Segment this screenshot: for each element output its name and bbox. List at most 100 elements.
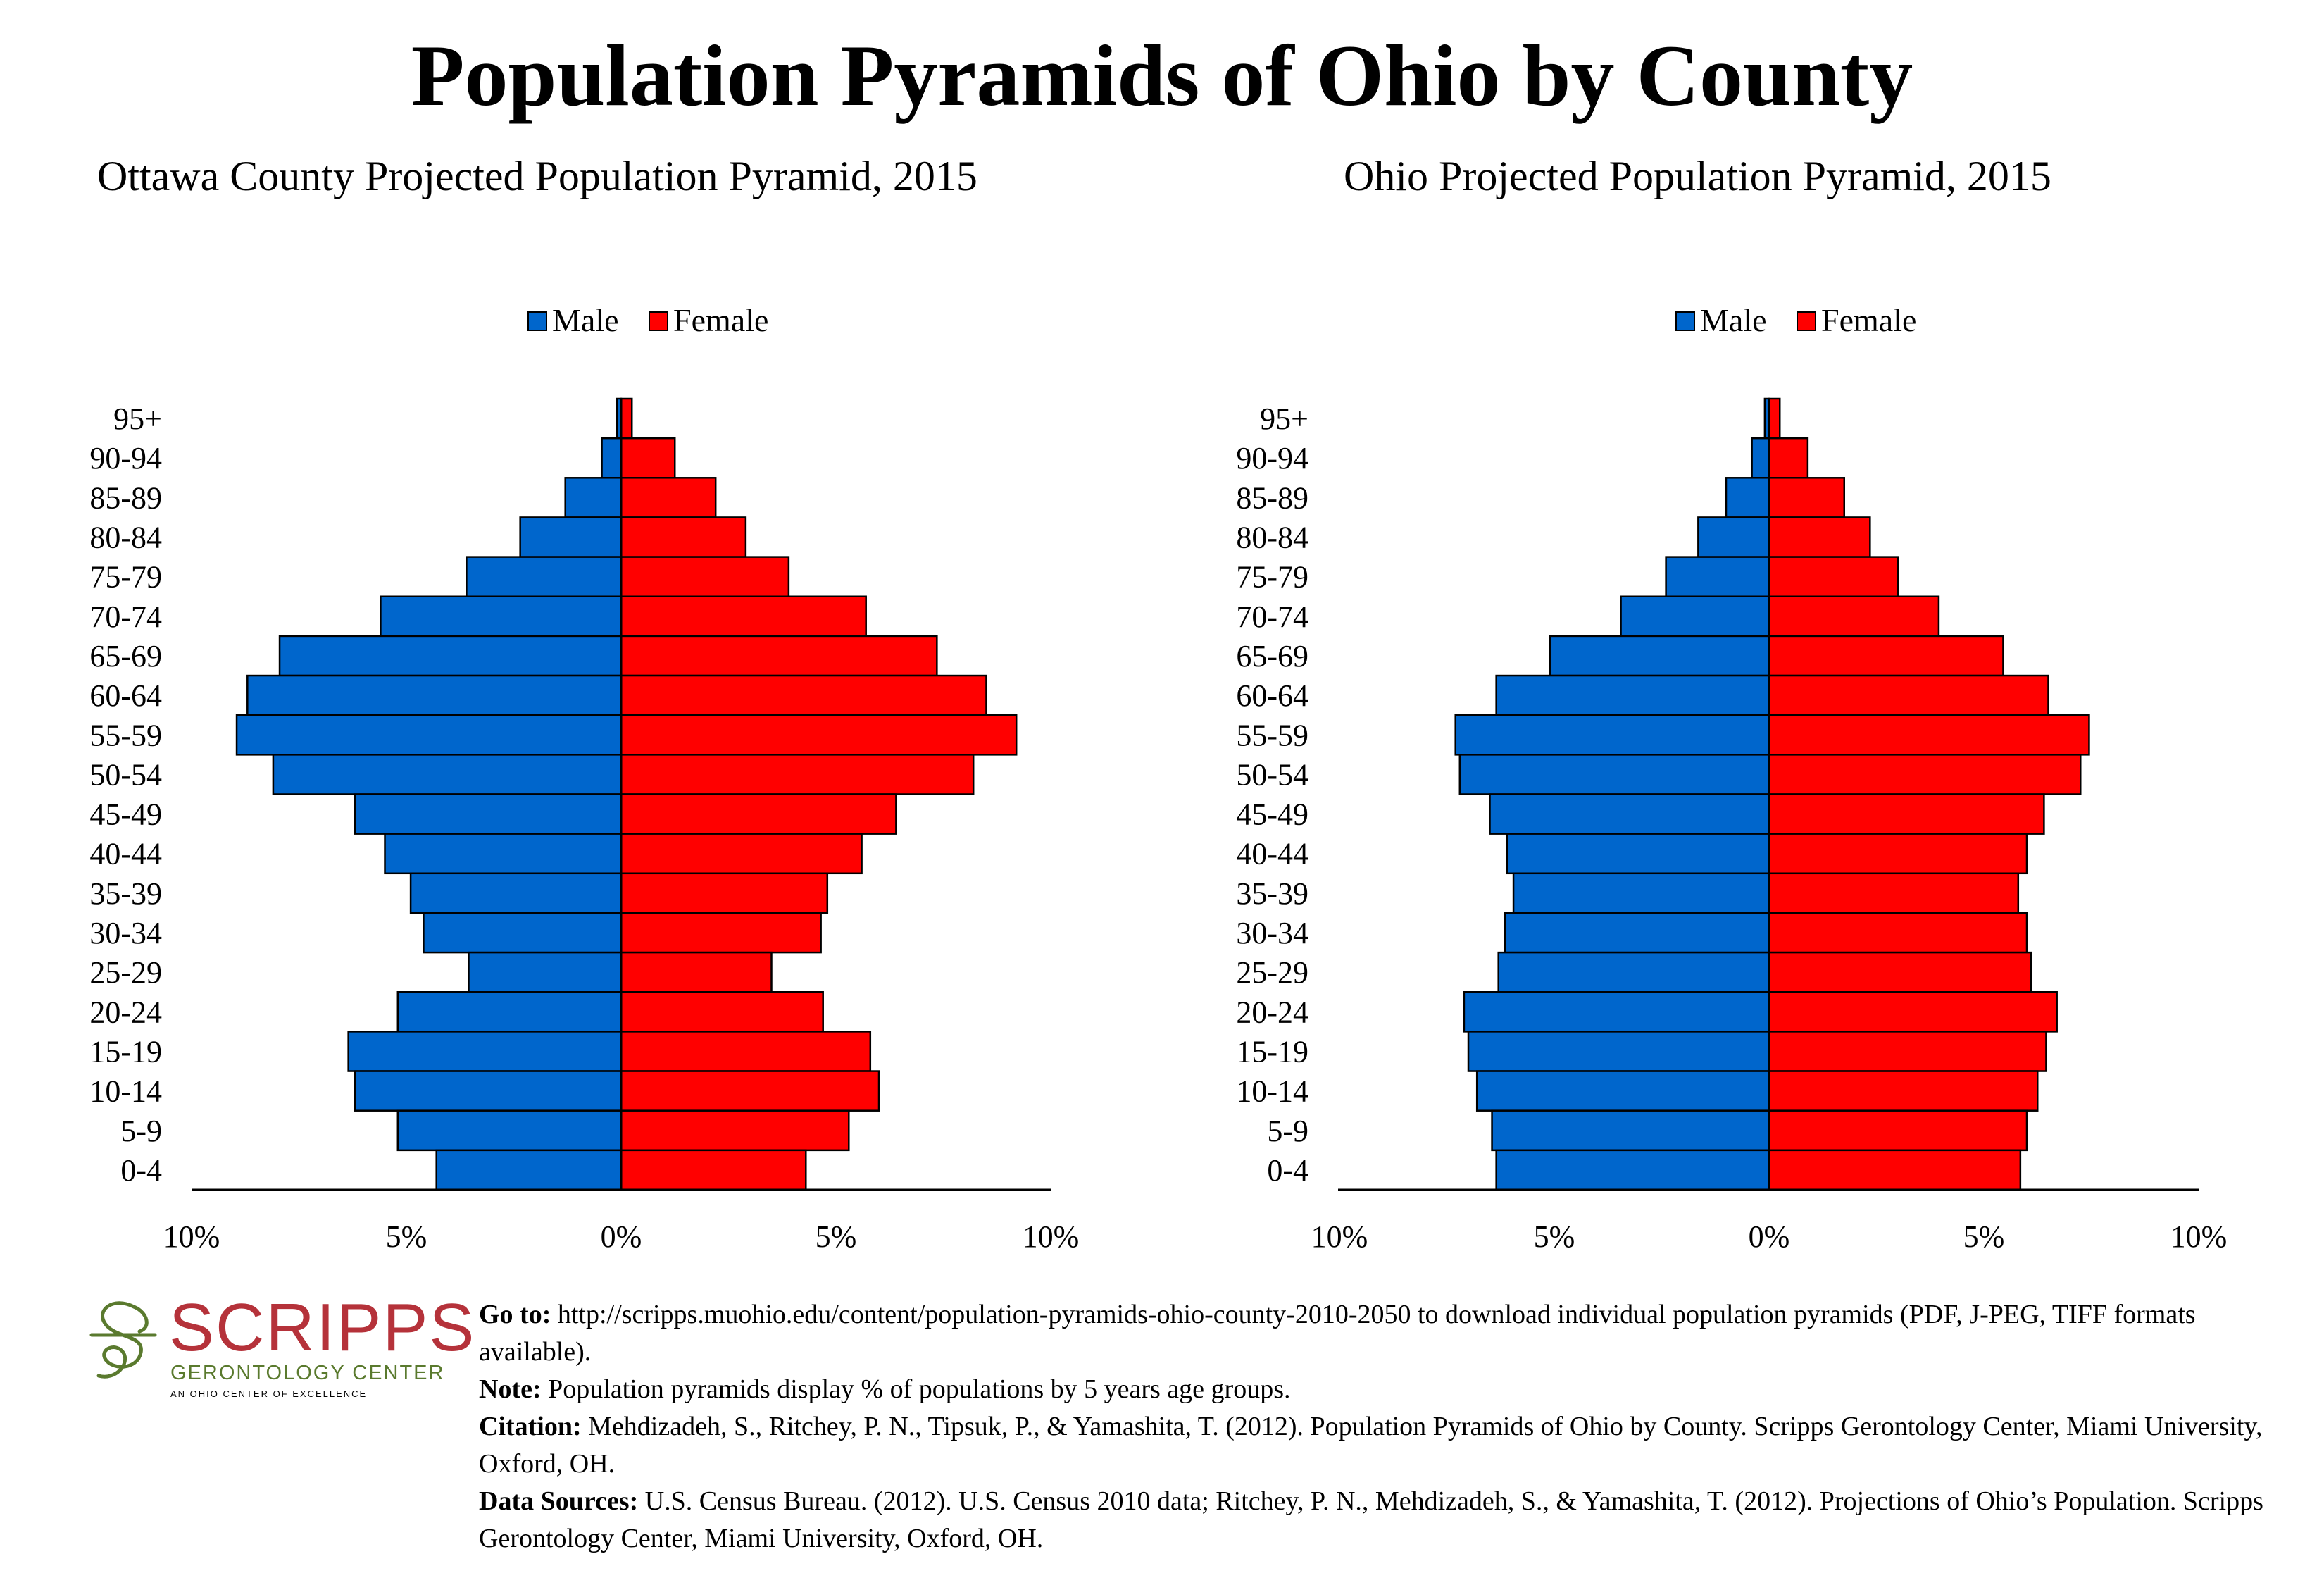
- bar-male: [1489, 793, 1770, 835]
- bar-female: [620, 1070, 880, 1112]
- x-tick-label: 10%: [1311, 1219, 1368, 1254]
- bar-female: [1768, 595, 1940, 638]
- bar-male: [1467, 1031, 1770, 1072]
- chart-subtitle: Ohio Projected Population Pyramid, 2015: [1344, 153, 2051, 199]
- age-label: 65-69: [1236, 639, 1308, 673]
- chart-subtitle: Ottawa County Projected Population Pyram…: [97, 153, 977, 199]
- legend: Male Female: [527, 302, 768, 338]
- age-label: 65-69: [89, 639, 162, 673]
- x-tick-label: 5%: [816, 1219, 857, 1254]
- bar-female: [620, 477, 717, 518]
- note-label: Note:: [479, 1374, 542, 1404]
- logo-subtitle: GERONTOLOGY CENTER: [170, 1362, 445, 1384]
- bar-male: [1495, 1149, 1770, 1191]
- bar-male: [347, 1031, 623, 1072]
- bar-male: [380, 595, 623, 638]
- scripps-logo: SCRIPPS GERONTOLOGY CENTER AN OHIO CENTE…: [85, 1293, 474, 1399]
- age-label: 45-49: [89, 797, 162, 832]
- bar-female: [1768, 1070, 2039, 1112]
- bar-male: [466, 556, 623, 597]
- bar-male: [272, 754, 623, 795]
- bar-male: [246, 674, 623, 716]
- bar-female: [620, 912, 822, 954]
- age-label: 40-44: [1236, 837, 1308, 871]
- age-label: 10-14: [89, 1074, 162, 1109]
- x-tick-label: 5%: [1963, 1219, 2005, 1254]
- bar-male: [1751, 437, 1770, 479]
- x-tick-label: 5%: [386, 1219, 427, 1254]
- bar-male: [1504, 912, 1770, 954]
- age-label: 60-64: [1236, 678, 1308, 713]
- bar-female: [1768, 674, 2049, 716]
- bar-female: [620, 635, 938, 677]
- bar-female: [620, 437, 676, 479]
- age-label: 5-9: [120, 1114, 162, 1148]
- age-label: 45-49: [1236, 797, 1308, 832]
- goto-line: Go to: http://scripps.muohio.edu/content…: [479, 1296, 2310, 1371]
- legend-swatch-male: [527, 311, 547, 331]
- logo-tagline: AN OHIO CENTER OF EXCELLENCE: [170, 1388, 368, 1399]
- bar-female: [1768, 872, 2020, 914]
- logo-wordmark: SCRIPPS: [169, 1290, 476, 1365]
- bar-male: [1506, 833, 1770, 875]
- legend: Male Female: [1675, 302, 1916, 338]
- bar-male: [468, 951, 623, 993]
- bar-female: [620, 674, 987, 716]
- bar-male: [423, 912, 623, 954]
- goto-label: Go to:: [479, 1300, 551, 1329]
- bar-female: [620, 595, 867, 638]
- age-label: 15-19: [89, 1034, 162, 1069]
- bar-male: [354, 793, 623, 835]
- bar-female: [1768, 754, 2082, 795]
- citation-text: Mehdizadeh, S., Ritchey, P. N., Tipsuk, …: [479, 1412, 2263, 1479]
- bar-female: [1768, 951, 2032, 993]
- bar-male: [1491, 1110, 1770, 1152]
- bar-male: [384, 833, 623, 875]
- age-label: 0-4: [1267, 1153, 1308, 1188]
- bar-female: [620, 397, 633, 440]
- age-label: 35-39: [89, 876, 162, 911]
- age-label: 5-9: [1267, 1114, 1308, 1148]
- bar-male: [435, 1149, 623, 1191]
- bar-male: [396, 991, 623, 1033]
- age-label: 85-89: [89, 480, 162, 515]
- age-label: 85-89: [1236, 480, 1308, 515]
- bar-male: [1512, 872, 1770, 914]
- bar-male: [1495, 674, 1770, 716]
- bar-female: [620, 1110, 850, 1152]
- bar-female: [620, 754, 975, 795]
- bar-male: [396, 1110, 623, 1152]
- age-label: 20-24: [89, 995, 162, 1029]
- x-tick-label: 0%: [1749, 1219, 1790, 1254]
- age-label: 70-74: [1236, 599, 1308, 634]
- bar-male: [1665, 556, 1770, 597]
- note-line: Note: Population pyramids display % of p…: [479, 1371, 2310, 1408]
- age-label: 25-29: [89, 955, 162, 990]
- age-label: 70-74: [89, 599, 162, 634]
- age-label: 15-19: [1236, 1034, 1308, 1069]
- bar-male: [1549, 635, 1770, 677]
- x-tick-label: 10%: [163, 1219, 220, 1254]
- bar-female: [620, 872, 829, 914]
- age-label: 25-29: [1236, 955, 1308, 990]
- x-tick-label: 0%: [601, 1219, 642, 1254]
- legend-label-male: Male: [552, 302, 619, 338]
- bar-female: [620, 516, 747, 558]
- age-label: 80-84: [1236, 521, 1308, 555]
- bar-female: [620, 793, 897, 835]
- bar-male: [1458, 754, 1770, 795]
- age-label: 90-94: [1236, 441, 1308, 476]
- age-label: 55-59: [1236, 718, 1308, 752]
- age-label: 75-79: [89, 560, 162, 595]
- bar-female: [1768, 516, 1871, 558]
- bar-female: [620, 714, 1018, 756]
- bar-male: [409, 872, 623, 914]
- bar-female: [1768, 556, 1899, 597]
- bar-male: [278, 635, 623, 677]
- age-label: 40-44: [89, 837, 162, 871]
- pyramid-chart-2: Ohio Projected Population Pyramid, 2015 M…: [1236, 153, 2227, 1254]
- bar-female: [1768, 437, 1809, 479]
- age-label: 20-24: [1236, 995, 1308, 1029]
- bar-male: [601, 437, 623, 479]
- age-label: 90-94: [89, 441, 162, 476]
